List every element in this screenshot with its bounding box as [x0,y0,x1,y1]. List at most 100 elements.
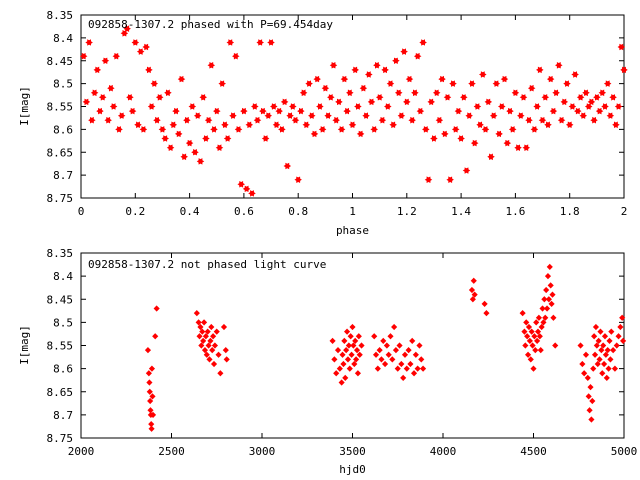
phased-data-point [308,112,316,119]
phased-data-point [321,84,330,92]
unphased-data-point [535,314,542,321]
unphased-x-tick-label: 2500 [158,445,185,458]
phased-data-point [104,116,112,124]
unphased-data-point [204,328,211,335]
phased-x-tick-label: 0.6 [234,205,254,218]
unphased-data-point [394,365,401,372]
phased-x-tick-label: 2 [621,205,628,218]
phased-data-point [435,116,444,124]
unphased-data-point [149,411,157,418]
unphased-data-point [343,347,350,354]
phased-data-point [441,130,449,138]
unphased-data-point [144,347,152,354]
phased-data-point [131,39,140,46]
unphased-data-point [600,342,607,349]
unphased-data-point [220,323,228,331]
unphased-data-point [602,351,609,358]
phased-data-point [481,126,490,133]
phased-x-tick-label: 1.4 [451,205,471,218]
unphased-data-point [617,323,624,331]
unphased-data-point [383,342,390,349]
phased-data-point [432,89,441,97]
unphased-x-tick-label: 3000 [249,445,276,458]
unphased-data-point [410,370,418,377]
phased-data-point [392,57,400,64]
phased-data-point [403,98,411,106]
unphased-data-point [331,356,338,363]
unphased-data-point [199,328,206,335]
phased-data-point [221,121,229,129]
phased-data-point [373,62,381,69]
phased-data-point [451,126,460,133]
unphased-data-point [526,337,533,344]
unphased-data-point [353,356,360,363]
phased-data-point [145,66,153,74]
phased-data-point [188,103,197,110]
phased-data-point [557,116,566,124]
unphased-y-tick-label: 8.75 [47,432,74,445]
phased-data-point [256,39,264,46]
phased-data-point [139,126,148,133]
unphased-data-point [223,356,230,363]
phased-data-point [479,71,487,78]
unphased-data-point [205,342,212,349]
phased-data-point [454,107,463,115]
phased-data-point [142,43,150,51]
phased-data-point [147,103,156,110]
phased-data-point [180,153,188,161]
unphased-data-point [358,342,365,349]
unphased-data-point [146,388,153,395]
unphased-data-point [401,351,409,358]
phased-data-point [375,94,384,101]
phased-data-point [484,98,493,106]
phased-data-point [500,75,509,83]
unphased-data-point [577,342,584,349]
unphased-data-point [217,370,224,377]
phased-data-point [278,126,286,133]
unphased-data-point [329,337,336,344]
phased-data-point [555,62,563,69]
phased-data-point [218,80,226,87]
phased-data-point [96,107,104,115]
phased-data-point [400,48,408,55]
unphased-data-point [584,374,591,381]
phased-data-point [381,66,389,74]
phased-data-point [286,112,294,119]
phased-data-point [424,176,433,183]
phased-data-point [172,107,180,115]
unphased-data-point [339,351,346,358]
unphased-data-point [336,365,343,372]
unphased-y-tick-label: 8.55 [47,340,74,353]
unphased-data-point [208,323,215,331]
phased-light-curve-panel: 0 0.2 0.4 0.6 0.8 1 1.2 1.4 1.6 1.8 2 8.35 8.4 8.45 8.… [18,9,628,237]
unphased-data-point [534,337,541,344]
unphased-data-point [524,333,531,340]
phased-data-point [120,30,129,37]
unphased-data-point [471,291,478,298]
unphased-data-point [148,425,155,432]
unphased-data-point [581,370,588,377]
unphased-data-point [202,333,209,340]
unphased-data-point [353,347,361,354]
unphased-data-point [153,305,160,312]
phased-data-point [226,39,235,46]
unphased-data-point [599,370,606,377]
unphased-data-point [145,370,152,377]
unphased-data-point [582,351,590,358]
unphased-data-point [350,342,357,349]
phased-data-point [508,126,517,133]
unphased-x-tick-label: 2000 [68,445,95,458]
phased-data-point [498,103,506,110]
phased-data-point [438,75,446,83]
phased-data-point [598,89,607,97]
phased-data-point [107,84,115,92]
unphased-data-point [409,337,416,344]
unphased-data-point [537,347,544,354]
phased-data-point [82,98,91,106]
unphased-data-point [604,347,611,354]
phased-data-point [359,84,368,92]
phased-data-point [267,39,275,46]
unphased-data-point [483,310,490,317]
unphased-chart-title: 092858-1307.2 not phased light curve [88,258,326,271]
unphased-data-point [591,333,598,340]
